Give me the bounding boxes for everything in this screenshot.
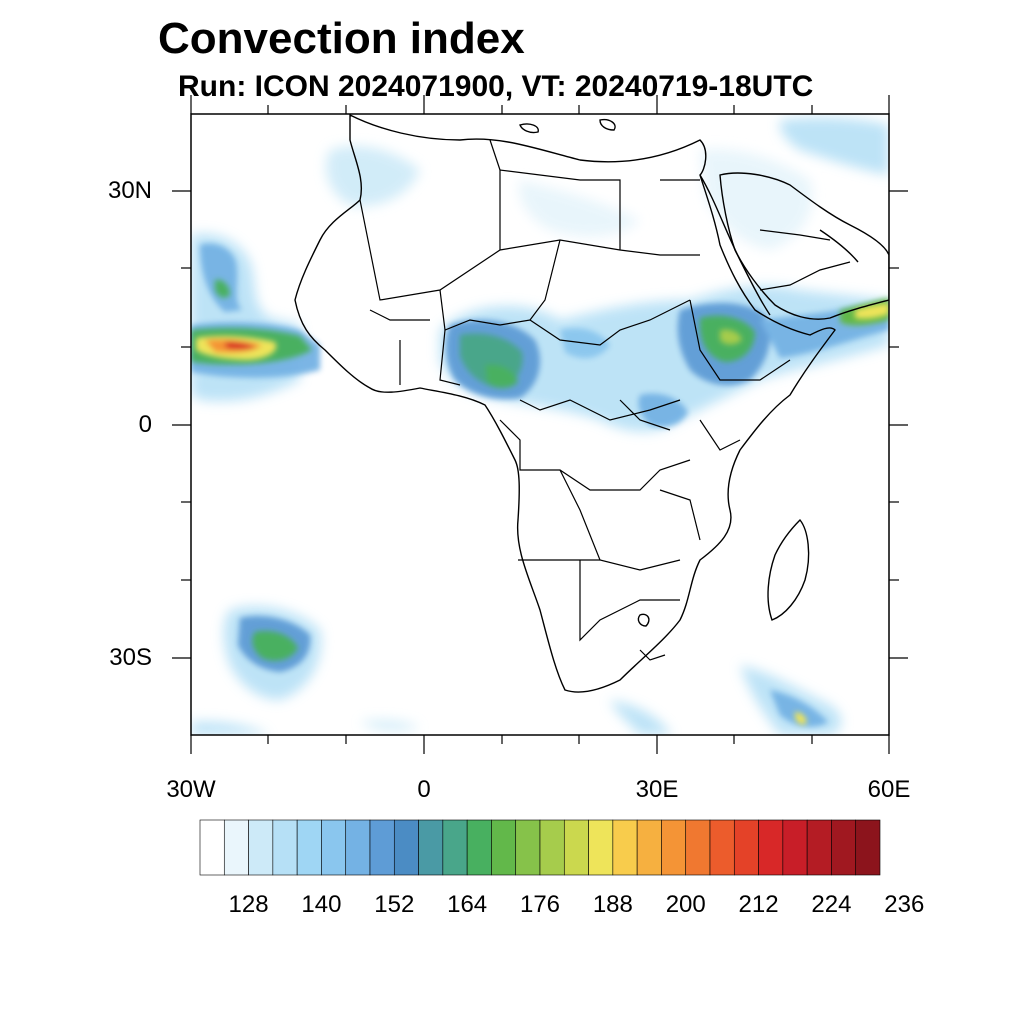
colorbar-swatch — [806, 819, 832, 876]
colorbar-swatch — [612, 819, 638, 876]
colorbar-swatch — [393, 819, 419, 876]
colorbar-swatch — [248, 819, 274, 876]
colorbar-label: 224 — [811, 891, 851, 918]
colorbar-swatch — [758, 819, 784, 876]
colorbar-swatch — [418, 819, 444, 876]
colorbar-swatch — [855, 819, 881, 876]
colorbar-swatch — [661, 819, 687, 876]
colorbar: 128 140 152 164 176 188 200 212 224 236 — [199, 819, 924, 918]
colorbar-swatch — [442, 819, 468, 876]
colorbar-label: 200 — [666, 891, 706, 918]
y-tick-label-30s: 30S — [109, 644, 152, 671]
map-field — [191, 114, 889, 735]
colorbar-swatch — [636, 819, 662, 876]
colorbar-swatch — [272, 819, 298, 876]
colorbar-label: 164 — [447, 891, 487, 918]
colorbar-swatch — [588, 819, 614, 876]
colorbar-swatch — [831, 819, 857, 876]
colorbar-swatch — [515, 819, 541, 876]
axis-ticks — [172, 95, 908, 754]
y-tick-label-0: 0 — [138, 411, 152, 438]
colorbar-label: 188 — [593, 891, 633, 918]
colorbar-swatch — [685, 819, 711, 876]
colorbar-swatch — [709, 819, 735, 876]
y-tick-label-30n: 30N — [107, 177, 152, 204]
colorbar-label: 152 — [374, 891, 414, 918]
colorbar-swatch — [345, 819, 371, 876]
x-tick-label-0: 0 — [417, 776, 431, 803]
x-tick-label-30e: 30E — [635, 776, 679, 803]
colorbar-swatch — [563, 819, 589, 876]
x-tick-label-60e: 60E — [867, 776, 911, 803]
colorbar-label: 176 — [520, 891, 560, 918]
colorbar-swatch — [296, 819, 322, 876]
colorbar-swatch — [466, 819, 492, 876]
colorbar-label: 212 — [739, 891, 779, 918]
convection-shading-hot — [196, 303, 889, 725]
colorbar-swatch — [539, 819, 565, 876]
colorbar-swatch — [369, 819, 395, 876]
colorbar-swatch — [199, 819, 225, 876]
country-borders — [359, 139, 851, 661]
chart-subtitle: Run: ICON 2024071900, VT: 20240719-18UTC — [178, 70, 814, 103]
colorbar-swatch — [223, 819, 249, 876]
colorbar-label: 236 — [884, 891, 924, 918]
coastlines — [294, 114, 889, 693]
colorbar-swatch — [491, 819, 517, 876]
colorbar-swatch — [733, 819, 759, 876]
x-tick-label-30w: 30W — [166, 776, 216, 803]
colorbar-swatch — [321, 819, 347, 876]
chart-title: Convection index — [158, 14, 525, 63]
colorbar-label: 128 — [229, 891, 269, 918]
colorbar-label: 140 — [301, 891, 341, 918]
colorbar-swatch — [782, 819, 808, 876]
